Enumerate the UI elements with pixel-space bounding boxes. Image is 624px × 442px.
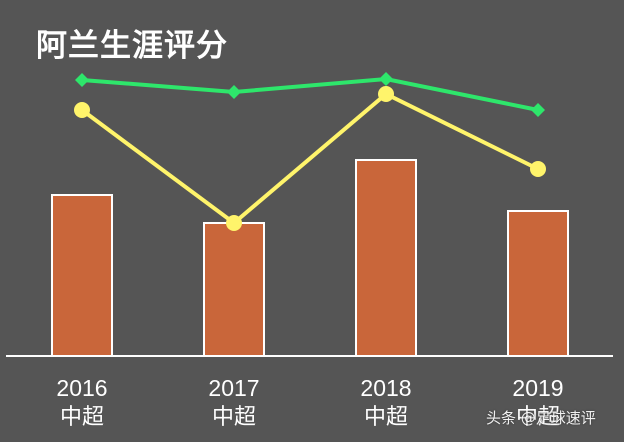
bar-1 xyxy=(203,222,265,357)
chart-title: 阿兰生涯评分 xyxy=(36,28,228,64)
x-label-year: 2016 xyxy=(56,375,108,401)
yellow-circle-marker-icon xyxy=(74,102,90,118)
bar-3 xyxy=(507,210,569,357)
bar-2 xyxy=(355,159,417,357)
x-label-2018: 2018 中超 xyxy=(326,373,446,433)
bar-0 xyxy=(51,194,113,357)
x-label-2017: 2017 中超 xyxy=(174,373,294,433)
yellow-circle-marker-icon xyxy=(378,86,394,102)
green-line-series xyxy=(81,76,539,112)
x-label-2019: 2019 中超 xyxy=(478,373,598,433)
green-diamond-marker-icon xyxy=(379,72,393,86)
x-label-year: 2019 xyxy=(512,375,564,401)
x-label-league: 中超 xyxy=(515,405,560,430)
x-label-2016: 2016 中超 xyxy=(22,373,142,433)
green-diamond-marker-icon xyxy=(75,73,89,87)
yellow-circle-marker-icon xyxy=(226,215,242,231)
yellow-circle-marker-icon xyxy=(530,161,546,177)
watermark: 头条 @足球速评 xyxy=(486,409,596,427)
green-diamond-marker-icon xyxy=(531,103,545,117)
x-label-year: 2018 xyxy=(360,375,412,401)
bar-series xyxy=(51,159,569,357)
x-label-league: 中超 xyxy=(363,405,408,430)
yellow-circle-markers xyxy=(74,86,546,231)
green-diamond-marker-icon xyxy=(227,85,241,99)
x-label-year: 2017 xyxy=(208,375,260,401)
green-diamond-markers xyxy=(75,72,545,117)
x-label-league: 中超 xyxy=(211,405,256,430)
yellow-line-series xyxy=(80,91,539,226)
x-label-league: 中超 xyxy=(59,405,104,430)
